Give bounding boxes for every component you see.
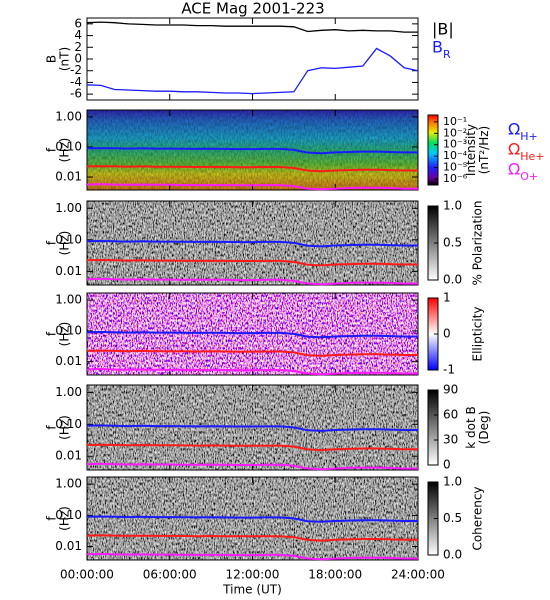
y-tick-label: 0 <box>74 52 82 66</box>
y-tick-label: 2 <box>74 40 82 54</box>
legend-entry: BR <box>432 38 451 61</box>
y-tick-label: 0.10 <box>55 232 82 246</box>
y-axis-label: B <box>45 55 59 63</box>
series-line <box>86 47 419 95</box>
colorbar-tick-label: 1.0 <box>443 199 462 213</box>
y-tick-label: 0.01 <box>55 449 82 463</box>
y-tick-label: -6 <box>70 87 82 101</box>
series-line <box>86 367 418 376</box>
series-line <box>86 515 418 523</box>
colorbar-label: (nT²/Hz) <box>477 126 491 174</box>
y-tick-label: -2 <box>70 63 82 77</box>
legend-entry: ΩO+ <box>508 160 538 183</box>
series-line <box>86 349 418 357</box>
series-line <box>86 21 418 33</box>
y-tick-label: -4 <box>70 75 82 89</box>
colorbar-tick-label: 30 <box>443 433 458 447</box>
chart-title: ACE Mag 2001-223 <box>181 0 324 18</box>
x-tick-label: 18:00:00 <box>308 568 362 582</box>
y-axis-label: (Hz) <box>58 231 72 256</box>
y-tick-label: 0.10 <box>55 323 82 337</box>
y-tick-label: 0.01 <box>55 170 82 184</box>
colorbar-label: Coherency <box>471 486 485 550</box>
y-axis-label: (Hz) <box>58 322 72 347</box>
x-axis-label: Time (UT) <box>222 583 282 597</box>
y-axis-label: (Hz) <box>58 415 72 440</box>
y-tick-label: 1.00 <box>55 201 82 215</box>
x-tick-label: 24:00:00 <box>391 568 445 582</box>
series-line <box>86 443 418 452</box>
y-axis-label: f <box>45 331 59 336</box>
colorbar-label: Ellipticity <box>471 307 485 362</box>
y-axis-label: (nT) <box>58 47 72 71</box>
y-tick-label: 0.01 <box>55 264 82 278</box>
x-tick-label: 12:00:00 <box>226 568 280 582</box>
colorbar-tick-label: 0.0 <box>443 273 462 287</box>
colorbar-tick-label: 0.0 <box>443 548 462 562</box>
y-tick-label: 0.01 <box>55 354 82 368</box>
colorbar-tick-label: 10⁻⁵ <box>443 161 467 174</box>
y-tick-label: 6 <box>74 16 82 30</box>
colorbar-label: Intensity <box>464 124 478 176</box>
y-axis-label: f <box>45 516 59 521</box>
series-line <box>86 258 418 267</box>
series-line <box>86 462 418 471</box>
colorbar-label: k dot B <box>464 406 478 448</box>
colorbar-tick-label: 10⁻² <box>443 126 467 139</box>
series-line <box>86 147 418 155</box>
series-line <box>86 183 418 191</box>
y-axis-label: f <box>45 240 59 245</box>
series-line <box>86 277 418 286</box>
colorbar-tick-label: 10⁻¹ <box>443 115 467 128</box>
series-line <box>86 330 418 339</box>
y-tick-label: 0.01 <box>55 539 82 553</box>
legend-entry: |B| <box>432 20 454 39</box>
y-tick-label: 1.00 <box>55 477 82 491</box>
colorbar-tick-label: 0.5 <box>443 236 462 250</box>
y-axis-label: f <box>45 425 59 430</box>
y-axis-label: (Hz) <box>58 138 72 163</box>
colorbar-tick-label: 0.5 <box>443 511 462 525</box>
colorbar-tick-label: 1.0 <box>443 475 462 489</box>
x-tick-label: 00:00:00 <box>60 568 114 582</box>
colorbar-label: (Deg) <box>477 411 491 445</box>
colorbar-label: % Polarization <box>471 201 485 286</box>
y-axis-label: (Hz) <box>58 506 72 531</box>
colorbar-tick-label: 0 <box>443 458 451 472</box>
y-tick-label: 0.10 <box>55 139 82 153</box>
colorbar-tick-label: -1 <box>443 363 455 377</box>
y-tick-label: 0.10 <box>55 417 82 431</box>
colorbar <box>427 114 439 186</box>
y-tick-label: 0.10 <box>55 508 82 522</box>
y-axis-label: f <box>45 147 59 152</box>
colorbar-tick-label: 90 <box>443 383 458 397</box>
y-tick-label: 1.00 <box>55 293 82 307</box>
colorbar-tick-label: 1 <box>443 291 451 305</box>
colorbar-tick-label: 60 <box>443 408 458 422</box>
series-line <box>86 239 418 248</box>
y-tick-label: 1.00 <box>55 109 82 123</box>
series-line <box>86 534 418 542</box>
colorbar-tick-label: 10⁻³ <box>443 138 467 151</box>
y-tick-label: 4 <box>74 28 82 42</box>
colorbar <box>427 389 439 466</box>
colorbar-tick-label: 10⁻⁶ <box>443 172 468 185</box>
series-line <box>86 552 418 561</box>
y-tick-label: 1.00 <box>55 385 82 399</box>
colorbar-tick-label: 0 <box>443 327 451 341</box>
colorbar-tick-label: 10⁻⁴ <box>443 149 468 162</box>
series-line <box>86 165 418 173</box>
series-line <box>86 424 418 432</box>
x-tick-label: 06:00:00 <box>143 568 197 582</box>
